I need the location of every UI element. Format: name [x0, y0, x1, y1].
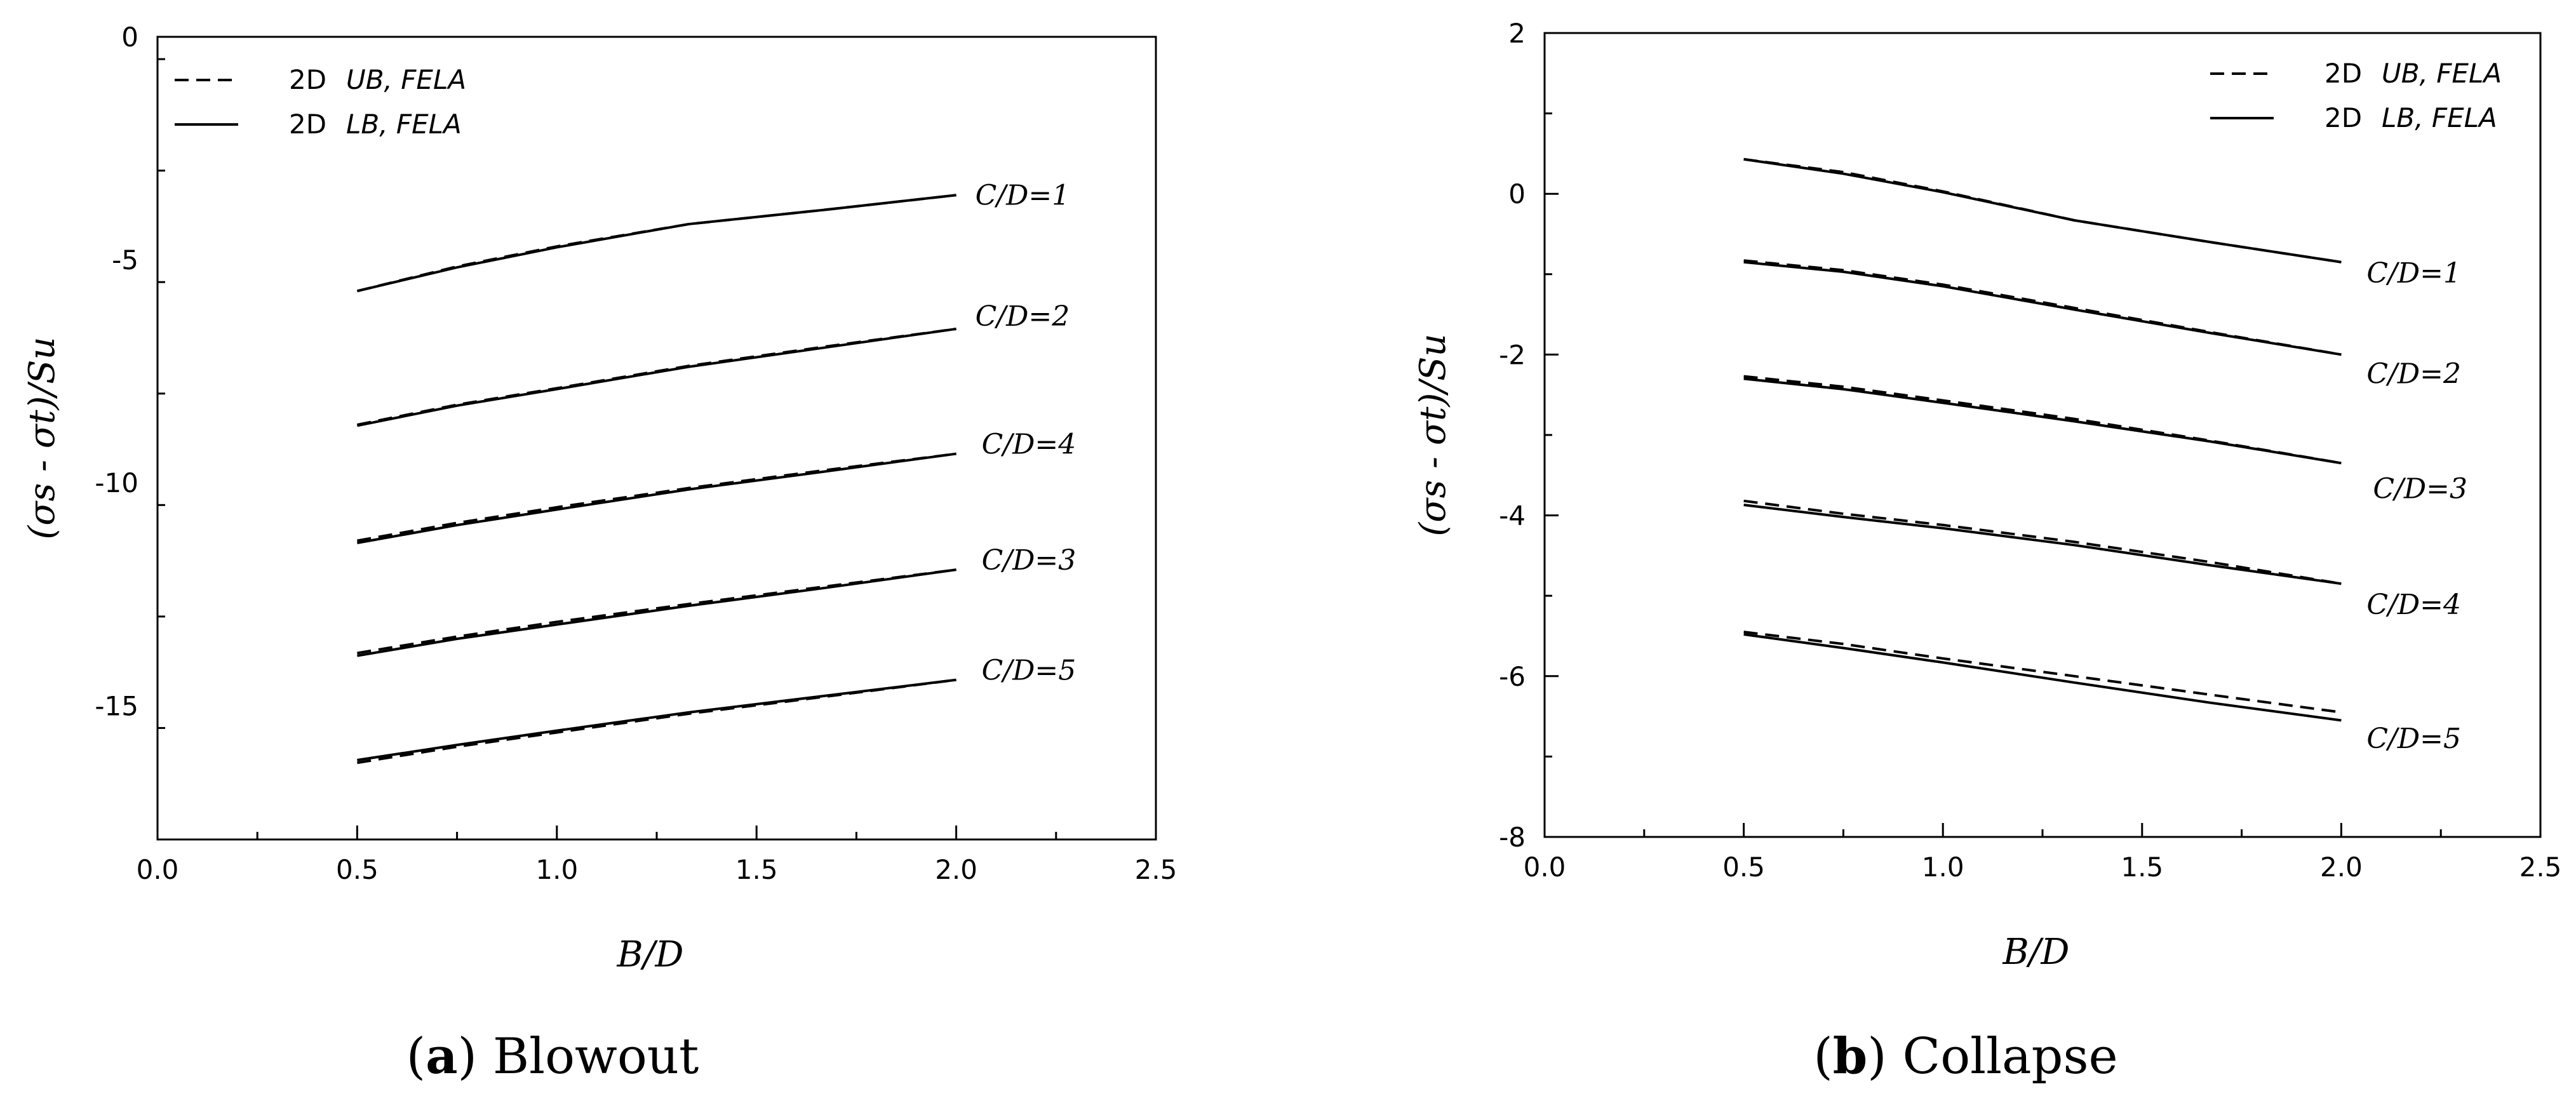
y-tick-label: -2	[1499, 339, 1526, 370]
series-label: C/D=2	[2366, 358, 2461, 390]
chart-caption: (a) Blowout	[406, 1027, 699, 1085]
series-label: C/D=4	[982, 429, 1077, 461]
legend-lb-prefix: 2D	[289, 109, 326, 140]
series-cd4-ub-line	[1743, 499, 2342, 585]
legend-lb-label: LB, FELA	[2382, 102, 2497, 133]
legend-ub-label: UB, FELA	[346, 64, 466, 95]
y-tick-label: 0	[121, 22, 138, 53]
series-cd4-lb-line	[1743, 504, 2342, 585]
series-cd2-lb-line	[1743, 260, 2342, 356]
series-cd1-lb-line	[1743, 157, 2342, 264]
plot-frame	[1543, 32, 2542, 838]
y-tick-label: -8	[1499, 822, 1526, 853]
legend-lb-label: LB, FELA	[346, 109, 462, 140]
x-tick-label: 0.0	[1524, 852, 1566, 883]
x-tick-label: 2.0	[935, 854, 977, 885]
x-axis-title: B/D	[617, 934, 684, 975]
x-tick-label: 2.5	[2519, 852, 2562, 883]
series-label: C/D=1	[2366, 257, 2461, 290]
x-tick-label: 0.5	[336, 854, 379, 885]
legend-ub-label: UB, FELA	[2382, 58, 2502, 89]
series-label: C/D=4	[2366, 589, 2461, 621]
series-cd3-lb-line	[357, 568, 956, 657]
x-tick-label: 2.0	[2320, 852, 2363, 883]
y-axis-title: (σs - σt)/Su	[22, 337, 63, 539]
y-axis-title: (σs - σt)/Su	[1412, 333, 1454, 536]
y-tick-label: -6	[1499, 661, 1526, 692]
x-tick-label: 1.0	[1922, 852, 1964, 883]
series-cd5-lb-line	[357, 678, 956, 761]
series-label: C/D=5	[982, 655, 1077, 687]
y-tick-label: -10	[95, 467, 138, 498]
y-tick-label: -5	[112, 244, 138, 276]
series-cd5-lb-line	[1743, 632, 2342, 722]
series-cd4-lb-line	[357, 452, 956, 544]
series-cd2-ub-line	[1743, 259, 2342, 356]
series-label: C/D=5	[2366, 723, 2461, 755]
series-cd3-ub-line	[1743, 375, 2342, 465]
series-cd4-ub-line	[357, 452, 956, 542]
x-axis-title: B/D	[2002, 932, 2070, 973]
y-tick-label: 2	[1508, 18, 1526, 49]
series-label: C/D=3	[2373, 472, 2467, 505]
series-cd1-ub-line	[356, 194, 956, 293]
series-cd2-ub-line	[357, 327, 956, 426]
x-tick-label: 0.5	[1722, 852, 1765, 883]
chart-b-collapse: 0.0 0.5 1.0 1.5 2.0 2.5 2 0 -2 -4 -6 -8 B/D (σs - σt)…	[1412, 18, 2561, 1085]
series-cd1-ub-line	[1743, 157, 2342, 264]
legend-ub-prefix: 2D	[289, 64, 326, 95]
series-cd3-lb-line	[1743, 377, 2342, 465]
series-label: C/D=1	[976, 179, 1070, 211]
x-tick-label: 1.5	[735, 854, 778, 885]
y-tick-label: -4	[1499, 500, 1526, 531]
series-label: C/D=3	[982, 544, 1077, 577]
legend-ub-prefix: 2D	[2324, 58, 2362, 89]
series-cd5-ub-line	[357, 678, 956, 765]
x-tick-label: 1.5	[2121, 852, 2163, 883]
x-tick-label: 0.0	[137, 854, 179, 885]
y-tick-label: -15	[95, 690, 138, 721]
x-tick-label: 1.0	[535, 854, 578, 885]
series-cd1-lb-line	[356, 194, 956, 293]
chart-a-blowout: 0.0 0.5 1.0 1.5 2.0 2.5 0 -5 -10 -15 B/D (σs - σt)/…	[22, 22, 1177, 1085]
series-cd3-ub-line	[357, 568, 956, 655]
series-cd2-lb-line	[357, 327, 956, 427]
chart-caption: (b) Collapse	[1813, 1027, 2117, 1085]
y-tick-label: 0	[1508, 178, 1526, 210]
legend-lb-prefix: 2D	[2324, 102, 2362, 133]
series-cd5-ub-line	[1743, 631, 2342, 714]
series-label: C/D=2	[976, 300, 1070, 333]
x-tick-label: 2.5	[1135, 854, 1177, 885]
